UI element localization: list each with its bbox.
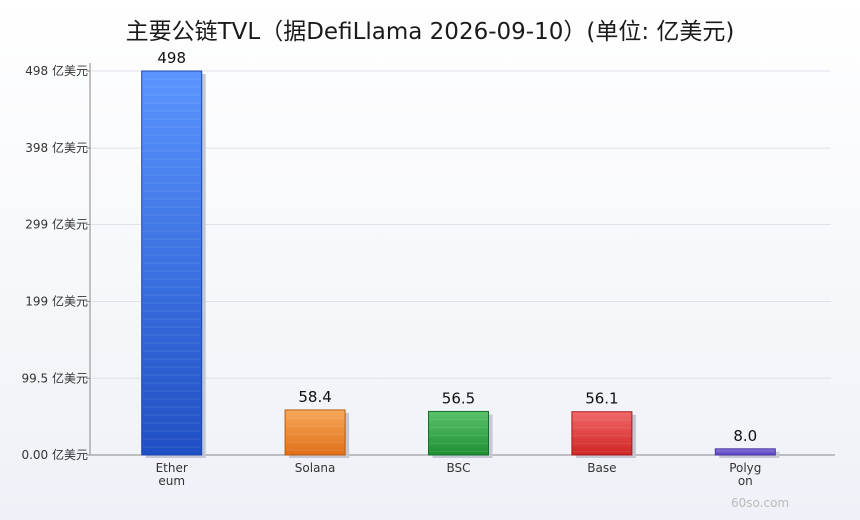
data-label: 8.0: [733, 427, 757, 445]
x-tick-label: BSC: [446, 461, 470, 475]
x-tick-label: Polyg: [729, 461, 761, 475]
y-tick-label: 99.5 亿美元: [21, 370, 88, 385]
x-tick-label: Ether: [156, 461, 188, 475]
bar-solana: [284, 409, 346, 456]
data-label: 498: [157, 49, 186, 67]
bar-ethereum: [141, 70, 203, 456]
bars: [141, 70, 780, 458]
x-tick-label: eum: [158, 474, 185, 488]
watermark: 60so.com: [731, 496, 790, 510]
y-tick-label: 0.00 亿美元: [21, 447, 88, 462]
data-label: 56.1: [585, 390, 618, 408]
y-tick-label: 498 亿美元: [25, 63, 88, 78]
y-tick-label: 299 亿美元: [25, 216, 88, 231]
chart-title: 主要公链TVL（据DefiLlama 2026-09-10）(单位: 亿美元): [125, 19, 735, 45]
data-label: 58.4: [298, 388, 331, 406]
y-tick-label: 199 亿美元: [25, 294, 88, 309]
gridlines: [90, 70, 831, 379]
data-label: 56.5: [442, 389, 475, 407]
x-tick-label: Solana: [295, 461, 336, 475]
x-tick-label: on: [738, 474, 753, 488]
axes: 0.00 亿美元 99.5 亿美元 199 亿美元 299 亿美元 398 亿美元 498…: [21, 63, 835, 462]
x-tick-label: Base: [587, 461, 616, 475]
y-tick-label: 398 亿美元: [25, 140, 88, 155]
bar-polygon: [714, 448, 776, 456]
bar-base: [571, 411, 633, 456]
bar-bsc: [428, 410, 489, 456]
